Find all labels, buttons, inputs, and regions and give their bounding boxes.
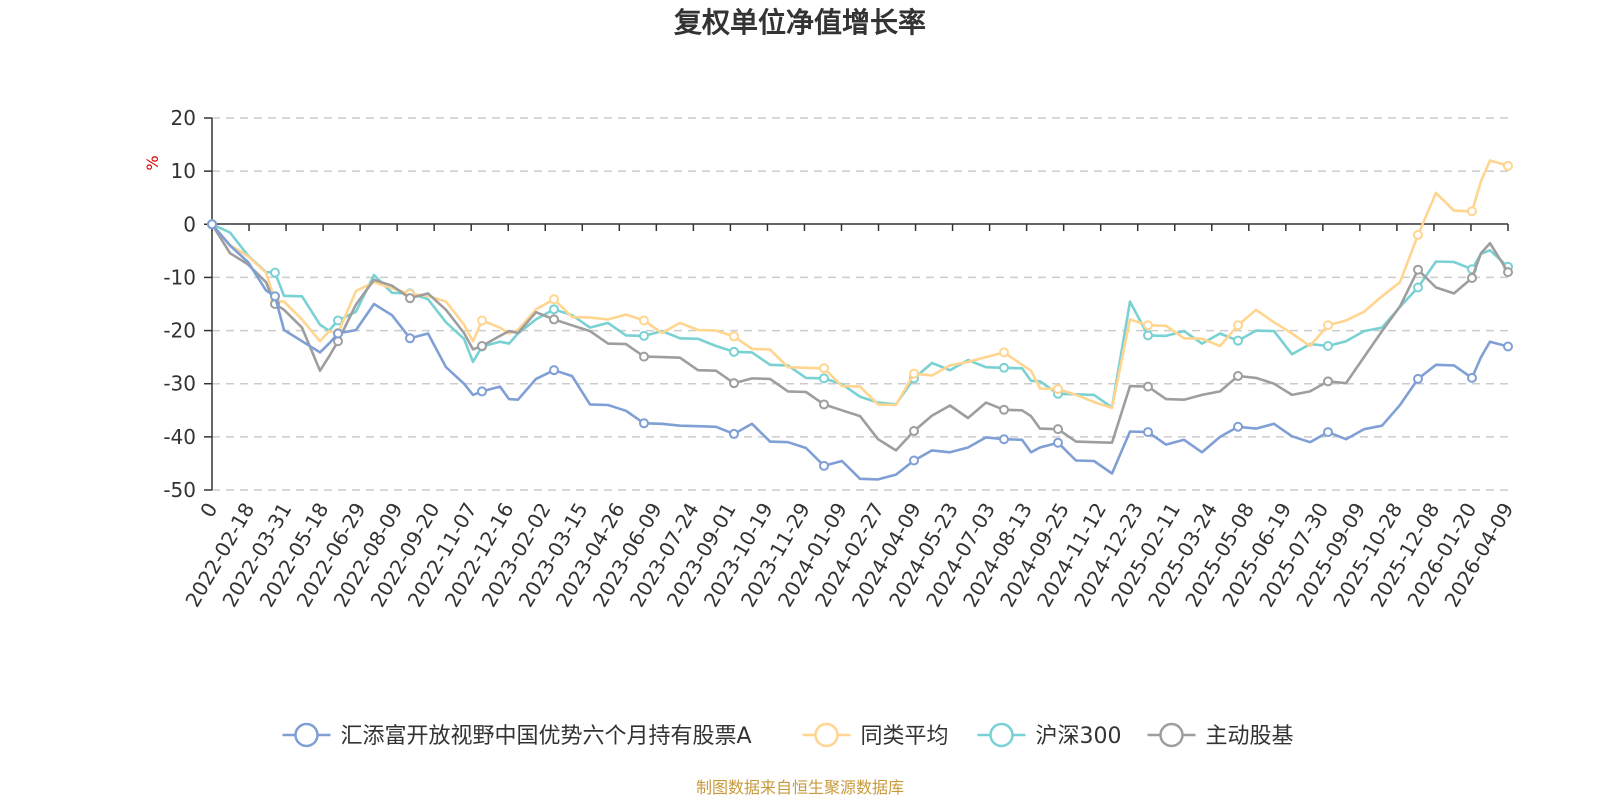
- series-point: [729, 346, 739, 357]
- series-point: [1143, 427, 1153, 438]
- series-point: [909, 455, 919, 466]
- series-point: [639, 418, 649, 429]
- legend-label: 沪深300: [1036, 724, 1122, 749]
- legend-label: 汇添富开放视野中国优势六个月持有股票A: [341, 724, 752, 749]
- series-point: [1323, 320, 1333, 331]
- legend-item[interactable]: 主动股基: [1147, 722, 1294, 749]
- legend-marker: [1159, 722, 1184, 748]
- series-point: [1233, 320, 1243, 331]
- series-point: [1413, 229, 1423, 240]
- legend-marker: [814, 722, 839, 748]
- series-point: [1053, 437, 1063, 448]
- series-line: [211, 223, 1509, 409]
- series-point: [729, 378, 739, 389]
- series-point: [549, 365, 559, 376]
- y-tick-label: 10: [171, 159, 196, 183]
- series-line: [211, 159, 1509, 410]
- legend-item[interactable]: 同类平均: [802, 722, 949, 749]
- legend-label: 同类平均: [861, 724, 949, 749]
- y-tick-label: -50: [163, 478, 196, 502]
- series-point: [333, 328, 343, 339]
- series-point: [909, 368, 919, 379]
- data-source-note: 制图数据来自恒生聚源数据库: [696, 778, 904, 797]
- series-point: [819, 373, 829, 384]
- y-unit-label: %: [143, 155, 162, 170]
- y-tick-label: 20: [171, 106, 196, 130]
- series-point: [819, 460, 829, 471]
- series-point: [639, 315, 649, 326]
- series-point: [999, 347, 1009, 358]
- gridlines: [212, 117, 1508, 491]
- legend[interactable]: 汇添富开放视野中国优势六个月持有股票A 同类平均 沪深300 主动股基: [282, 722, 1294, 749]
- series-point: [1053, 384, 1063, 395]
- x-tick-label: 0: [195, 499, 222, 522]
- series-point: [999, 404, 1009, 415]
- series-point: [1467, 206, 1477, 217]
- series-point: [639, 330, 649, 341]
- series-point: [1503, 160, 1513, 171]
- series-point: [729, 428, 739, 439]
- series-point: [639, 351, 649, 362]
- y-tick-label: -10: [163, 265, 196, 289]
- legend-item[interactable]: 沪深300: [977, 722, 1122, 749]
- y-tick-label: -30: [163, 372, 196, 396]
- series-point: [1503, 341, 1513, 352]
- series-point: [270, 267, 280, 278]
- series-point: [1467, 272, 1477, 283]
- series-point: [549, 294, 559, 305]
- series-point: [477, 386, 487, 397]
- series-point: [999, 434, 1009, 445]
- legend-item[interactable]: 汇添富开放视野中国优势六个月持有股票A: [282, 722, 752, 749]
- series-point: [1233, 371, 1243, 382]
- series-point: [549, 314, 559, 325]
- series-point: [729, 331, 739, 342]
- series-point: [1053, 424, 1063, 435]
- series-point: [1413, 282, 1423, 293]
- series-point: [477, 315, 487, 326]
- series-point: [819, 363, 829, 374]
- series-point: [1323, 340, 1333, 351]
- legend-marker: [294, 722, 319, 748]
- legend-label: 主动股基: [1206, 724, 1294, 749]
- chart-title: 复权单位净值增长率: [674, 6, 926, 39]
- series-point: [909, 426, 919, 437]
- series-point: [1143, 381, 1153, 392]
- y-tick-label: -40: [163, 425, 196, 449]
- y-tick-label: 0: [183, 212, 196, 236]
- x-tick-labels: 02022-02-182022-03-312022-05-182022-06-2…: [180, 498, 1518, 611]
- series-point: [1323, 376, 1333, 387]
- series-point: [1143, 330, 1153, 341]
- series-lines: [207, 159, 1513, 481]
- series-point: [1323, 427, 1333, 438]
- series-point: [549, 304, 559, 315]
- legend-marker: [989, 722, 1014, 748]
- series-point: [999, 362, 1009, 373]
- series-point: [405, 333, 415, 344]
- series-point: [819, 399, 829, 410]
- series-point: [270, 291, 280, 302]
- series-point: [477, 340, 487, 351]
- series-point: [1233, 335, 1243, 346]
- series-point: [1413, 373, 1423, 384]
- axes: 20 10 0 -10 -20 -30 -40 -50: [163, 106, 1509, 502]
- series-point: [1413, 264, 1423, 275]
- series-point: [1503, 267, 1513, 278]
- series-point: [1233, 421, 1243, 432]
- y-tick-label: -20: [163, 319, 196, 343]
- series-point: [405, 293, 415, 304]
- series-line: [211, 223, 1509, 481]
- series-point: [1143, 320, 1153, 331]
- series-point: [1467, 372, 1477, 383]
- series-point: [207, 219, 217, 230]
